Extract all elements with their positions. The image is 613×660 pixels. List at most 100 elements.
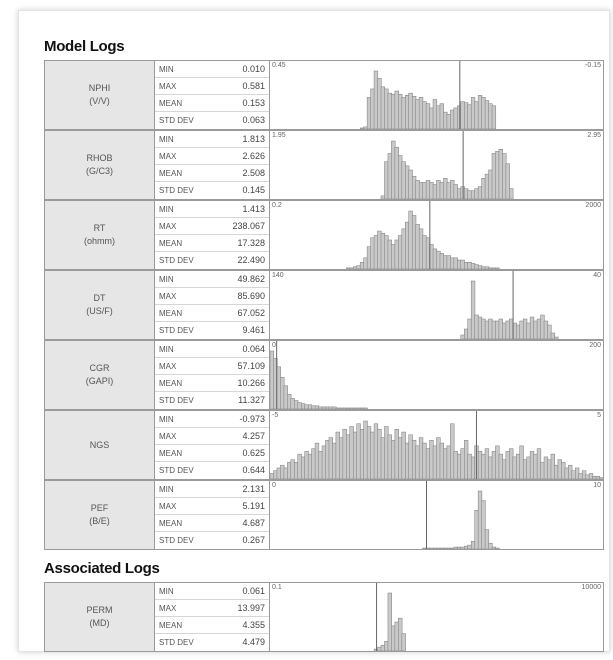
histogram-bar (516, 453, 521, 479)
histogram-bar (460, 259, 465, 269)
histogram-bar (425, 103, 431, 129)
histogram-bar (498, 318, 503, 339)
histogram-cell: 140 40 (270, 271, 603, 339)
histogram-bar (276, 366, 281, 409)
stat-label: MAX (159, 432, 177, 441)
stat-value-min: 1.813 (242, 134, 265, 144)
histogram-bar (339, 407, 344, 409)
stat-value-max: 238.067 (232, 221, 265, 231)
histogram-bar (453, 546, 458, 549)
histogram-bar (398, 437, 403, 479)
histogram-bar (477, 265, 483, 269)
log-unit: (US/F) (86, 306, 113, 316)
histogram-bar (394, 239, 399, 269)
stat-value-max: 5.191 (242, 501, 265, 511)
log-row-rhob: RHOB (G/C3) MIN 1.813 MAX 2.626 MEAN 2.508 STD D… (44, 130, 604, 200)
log-row-ngs: NGS MIN -0.973 MAX 4.257 MEAN 0.625 STD DEV 0.64… (44, 410, 604, 480)
histogram-bar (477, 316, 483, 339)
histogram-bar (387, 592, 392, 651)
histogram-bar (550, 332, 555, 339)
log-row-perm: PERM (MD) MIN 0.061 MAX 13.997 MEAN 4.355 STD DE… (44, 582, 604, 652)
histogram-bar (346, 267, 351, 269)
histogram-bar (307, 404, 313, 409)
histogram-bar (436, 105, 441, 129)
histogram-bar (453, 451, 458, 479)
log-unit: (ohmm) (84, 236, 115, 246)
histogram-bar (554, 336, 559, 339)
axis-min-label: 140 (272, 272, 284, 279)
histogram-bar (373, 423, 379, 479)
histogram-bar (422, 101, 427, 129)
log-unit: (MD) (89, 618, 110, 628)
histogram-bar (401, 161, 406, 199)
stat-value-max: 4.257 (242, 431, 265, 441)
histogram-cell: 0 200 (270, 341, 603, 409)
histogram-bar (446, 547, 451, 549)
histogram-bar (415, 445, 420, 479)
histogram-bar (509, 188, 514, 199)
histogram-bar (457, 259, 462, 269)
stat-label: MIN (159, 205, 174, 214)
stat-row-max: MAX 57.109 (155, 358, 269, 375)
histogram-bar (460, 334, 465, 339)
histogram-bar (314, 405, 320, 409)
histogram-bar (585, 474, 590, 479)
histogram-bar (398, 93, 403, 129)
log-unit: (B/E) (89, 516, 110, 526)
histogram-bar (356, 265, 361, 269)
stat-label: MAX (159, 502, 177, 511)
histogram-bar (436, 547, 441, 549)
histogram-bar (450, 257, 455, 269)
histogram-bar (470, 190, 476, 199)
stat-row-min: MIN 0.061 (155, 583, 269, 600)
histogram-bar (370, 431, 375, 479)
stat-value-mean: 67.052 (237, 308, 265, 318)
histogram-bar (533, 453, 538, 479)
histogram-bar (314, 442, 320, 479)
histogram-bar (470, 263, 476, 269)
histogram-bar (370, 237, 375, 269)
stat-label: STD DEV (159, 186, 194, 195)
histogram-bar (318, 451, 323, 479)
log-name: NPHI (88, 83, 111, 93)
histogram-bar (273, 470, 278, 479)
histogram-bar (450, 180, 455, 199)
histogram-bar (415, 180, 420, 199)
histogram-bar (443, 111, 448, 129)
histogram-bar (460, 546, 465, 549)
histogram-bar (436, 437, 441, 479)
histogram-bar (533, 320, 538, 339)
histogram-bar (425, 180, 431, 199)
histogram-bar (408, 434, 413, 479)
histogram-cell: 0.2 2000 (270, 201, 603, 269)
histogram-bar (491, 153, 497, 199)
histogram-bar (418, 437, 424, 479)
histogram-bar (439, 103, 444, 129)
histogram-bar (394, 146, 399, 199)
log-name-cell: PERM (MD) (45, 583, 155, 651)
histogram-bar (432, 184, 438, 199)
log-unit: (G/C3) (86, 166, 113, 176)
histogram-bar (349, 267, 354, 269)
histogram-bar (477, 490, 483, 549)
histogram-cgr (270, 341, 368, 409)
histogram-bar (297, 453, 302, 479)
histogram-bar (491, 105, 497, 129)
histogram-bar (502, 153, 507, 199)
stat-row-mean: MEAN 4.355 (155, 617, 269, 634)
stat-row-min: MIN 49.862 (155, 271, 269, 288)
histogram-bar (450, 423, 455, 479)
histogram-bar (578, 473, 583, 479)
histogram-bar (366, 246, 372, 269)
histogram-bar (384, 641, 389, 651)
histogram-perm (373, 583, 406, 651)
histogram-bar (536, 448, 542, 479)
histogram-bar (464, 440, 469, 479)
histogram-bar (398, 235, 403, 269)
histogram-bar (304, 451, 309, 479)
histogram-bar (488, 318, 493, 339)
log-name-cell: CGR (GAPI) (45, 341, 155, 409)
histogram-bar (470, 541, 476, 549)
histogram-bar (342, 429, 347, 479)
stat-value-min: 2.131 (242, 484, 265, 494)
